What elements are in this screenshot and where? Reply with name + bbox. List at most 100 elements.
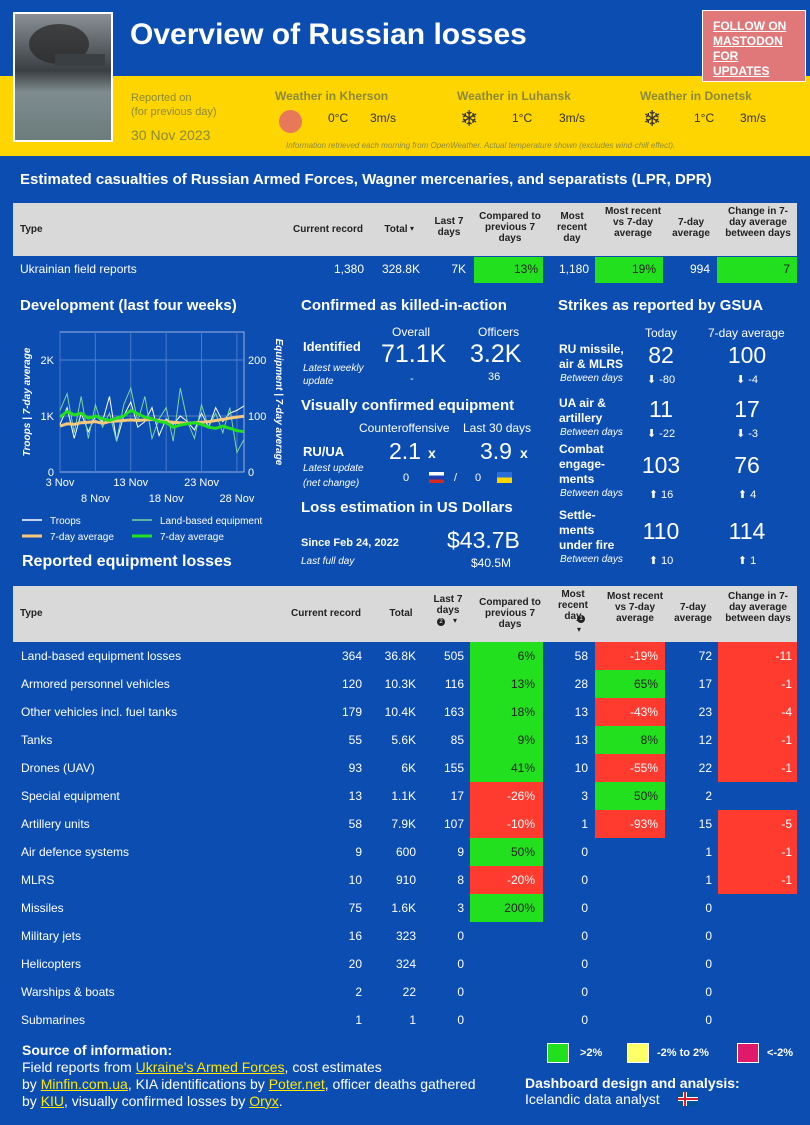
loss-total-value: $43.7B	[447, 527, 520, 553]
eq-col-change[interactable]: Change in 7-day average between days	[725, 591, 791, 624]
equipment-compared: 9%	[517, 733, 535, 747]
equipment-total: 910	[395, 873, 416, 887]
series-line-4	[59, 408, 245, 434]
net-change-label: (net change)	[303, 478, 360, 489]
kia-officers-sub: 36	[488, 371, 501, 383]
equipment-change: -4	[781, 705, 792, 719]
strike-label: engage-	[559, 457, 606, 471]
casualties-type: Ukrainian field reports	[20, 262, 137, 276]
header-bar	[0, 0, 810, 76]
cell-bg-red	[718, 810, 797, 838]
equipment-last7: 3	[457, 901, 464, 915]
last30-value: 3.9	[480, 438, 512, 464]
equipment-recent-vs: 50%	[633, 789, 658, 803]
counter-x: x	[428, 445, 436, 461]
strike-label: RU missile,	[559, 342, 624, 356]
equipment-avg: 1	[705, 873, 712, 887]
follow-mastodon-link[interactable]: FOLLOW ON MASTODON FOR UPDATES	[702, 10, 806, 82]
casualties-avg: 994	[689, 262, 710, 276]
strike-avg-value: 100	[727, 342, 767, 368]
strike-label: ments	[559, 472, 595, 486]
strike-today-value: 103	[641, 452, 681, 478]
col-total[interactable]: Total	[384, 224, 408, 235]
equipment-type: Submarines	[21, 1013, 86, 1027]
strike-avg-value: 17	[734, 396, 760, 422]
strike-avg-delta: ⬆ 1	[737, 555, 757, 567]
ru-ua-label: RU/UA	[303, 444, 345, 459]
equipment-change: -1	[781, 845, 792, 859]
col-compared[interactable]: Compared to previous 7 days	[479, 211, 541, 244]
wind-luhansk: 3m/s	[559, 111, 586, 125]
loss-day-value: $40.5M	[471, 556, 512, 570]
x-tick: 8 Nov	[81, 493, 110, 505]
col-7-day-average[interactable]: 7-day average	[672, 217, 710, 239]
latest-update-label: Latest update	[303, 463, 364, 474]
source-text-part: Field reports from	[22, 1059, 136, 1075]
col-most-recent-day[interactable]: Most recent day	[556, 211, 587, 244]
casualties-total: 328.8K	[381, 262, 420, 276]
x-tick: 23 Nov	[184, 477, 219, 489]
link-ukraine-armed-forces[interactable]: Ukraine's Armed Forces	[135, 1059, 285, 1075]
design-title: Dashboard design and analysis:	[525, 1075, 740, 1091]
equipment-total: 22	[402, 985, 416, 999]
eq-col-compared[interactable]: Compared to previous 7 days	[479, 597, 541, 630]
equipment-total: 5.6K	[391, 733, 416, 747]
cell-bg-green	[474, 257, 543, 283]
col-current-record[interactable]: Current record	[292, 224, 363, 235]
casualties-record: 1,380	[333, 262, 364, 276]
strike-label: Combat	[559, 442, 604, 456]
legend-swatch-green	[547, 1043, 569, 1063]
burning-ship-photo	[13, 12, 113, 142]
russia-flag-icon	[429, 472, 444, 483]
link-oryx[interactable]: Oryx	[249, 1093, 279, 1109]
equipment-compared: 41%	[510, 761, 535, 775]
col-change[interactable]: Change in 7-day average between days	[725, 206, 791, 239]
ru-change: 0	[403, 472, 410, 484]
equipment-header-row	[13, 586, 797, 642]
cell-bg-red	[470, 866, 543, 894]
eq-col-current-record[interactable]: Current record	[290, 608, 361, 619]
casualties-recent: 1,180	[558, 262, 589, 276]
link-poter[interactable]: Poter.net	[268, 1076, 325, 1092]
source-text-part: .	[278, 1093, 283, 1109]
cell-bg-green	[470, 698, 543, 726]
eq-col-total[interactable]: Total	[389, 608, 413, 619]
casualties-change: 7	[783, 262, 790, 276]
col-recent-vs-avg[interactable]: Most recent vs 7-day average	[604, 206, 662, 239]
weather-bar	[0, 76, 810, 156]
equipment-total: 7.9K	[391, 817, 416, 831]
last30-x: x	[520, 445, 528, 461]
col-last-7-days[interactable]: Last 7 days	[434, 216, 464, 238]
source-text-part: by	[22, 1093, 41, 1109]
y-left-axis-label: Troops | 7-day average	[22, 347, 33, 456]
series-line-2	[59, 386, 245, 454]
eq-col-last-7-days[interactable]: Last 7 days	[433, 594, 463, 616]
equipment-avg: 15	[698, 817, 712, 831]
kia-identified-label: Identified	[303, 339, 361, 354]
equipment-recent: 1	[581, 817, 588, 831]
equipment-type: Air defence systems	[21, 845, 130, 859]
eq-col-most-recent-day[interactable]: Most recent day	[557, 589, 588, 622]
cell-bg-red	[595, 754, 665, 782]
link-kiu[interactable]: KIU	[40, 1093, 65, 1109]
equipment-compared: 18%	[510, 705, 535, 719]
equipment-title: Reported equipment losses	[22, 553, 232, 570]
equipment-avg: 17	[698, 677, 712, 691]
kia-identified-sub: Latest weekly update	[303, 363, 364, 387]
equipment-avg: 1	[705, 845, 712, 859]
equipment-record: 120	[341, 677, 362, 691]
legend-label: Land-based equipment	[160, 516, 263, 527]
equipment-avg: 72	[698, 649, 712, 663]
info-icon[interactable]: 2	[437, 618, 445, 626]
equipment-record: 179	[341, 705, 362, 719]
legend-label-up: >2%	[580, 1047, 603, 1059]
link-minfin[interactable]: Minfin.com.ua	[40, 1076, 128, 1092]
cell-bg-green	[595, 670, 665, 698]
eq-col-7-day-average[interactable]: 7-day average	[674, 602, 712, 624]
previous-day-label: (for previous day)	[131, 106, 217, 118]
equipment-recent-vs: 8%	[640, 733, 658, 747]
strike-label: artillery	[559, 411, 603, 425]
info-icon[interactable]: 1	[577, 615, 585, 623]
equipment-total: 323	[395, 929, 416, 943]
eq-col-recent-vs-avg[interactable]: Most recent vs 7-day average	[606, 591, 664, 624]
